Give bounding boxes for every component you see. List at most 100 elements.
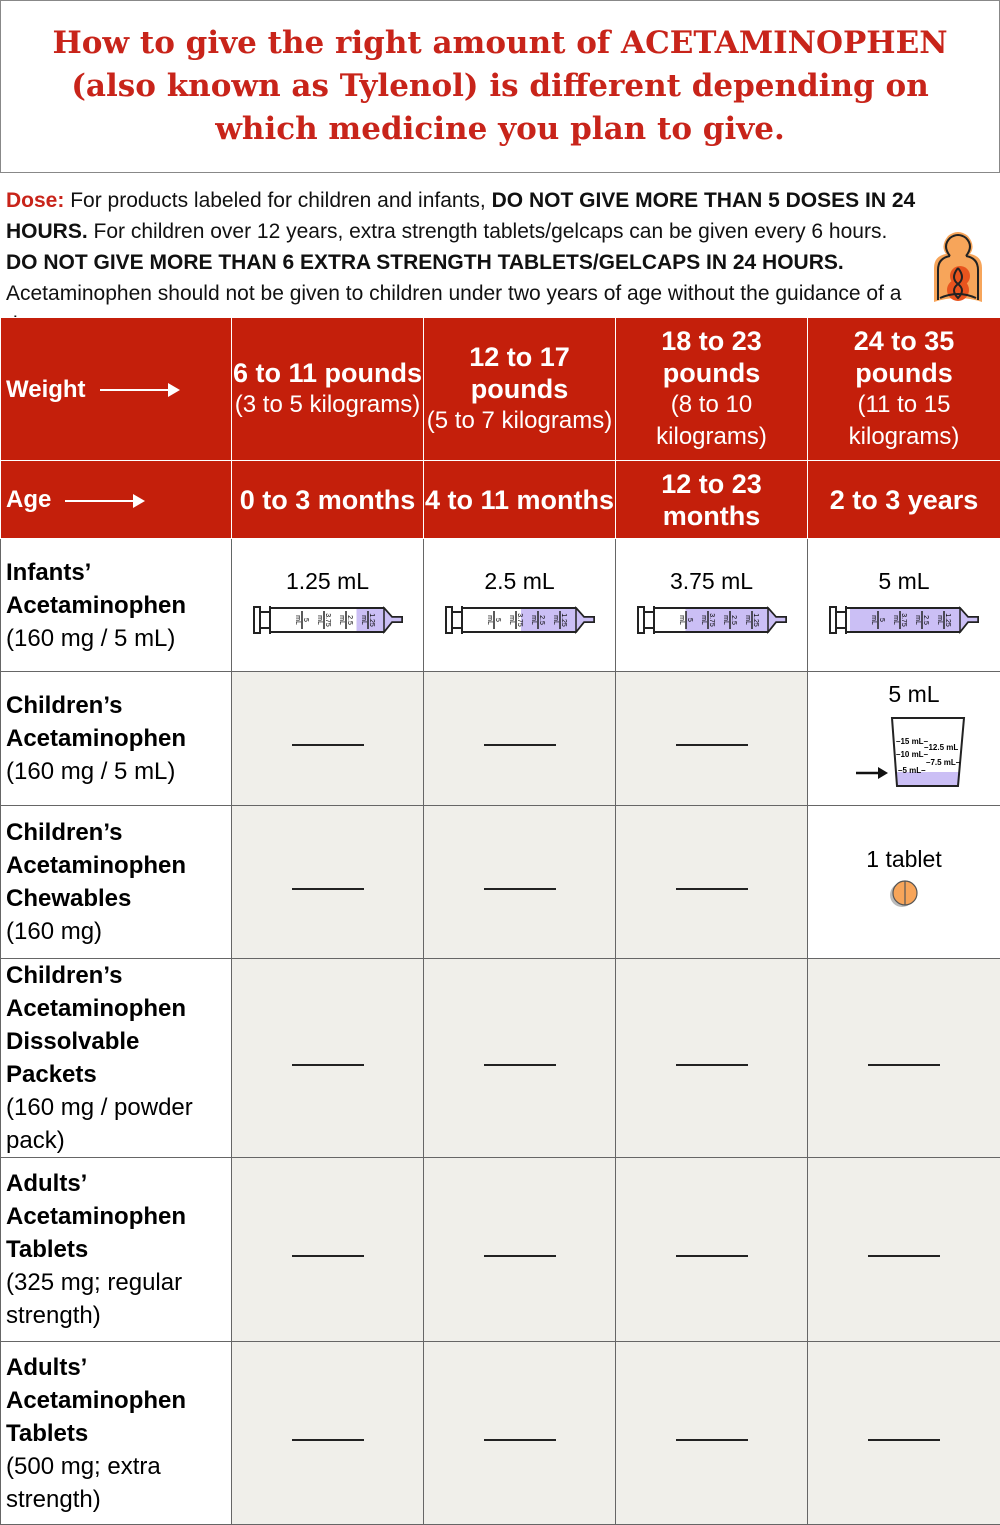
family-logo-icon xyxy=(930,228,986,304)
no-dose-cell xyxy=(808,1158,1000,1342)
weight-cell: 18 to 23 pounds(8 to 10 kilograms) xyxy=(616,318,808,461)
not-applicable-dash xyxy=(676,888,748,890)
weight-cell: 6 to 11 pounds(3 to 5 kilograms) xyxy=(232,318,424,461)
medicine-row: Children’s Acetaminophen Chewables(160 m… xyxy=(1,806,1000,959)
age-header: Age xyxy=(1,461,232,539)
medicine-strength: (160 mg / 5 mL) xyxy=(6,758,175,785)
syringe-unit: mL xyxy=(744,615,751,625)
svg-text:–7.5 mL–: –7.5 mL– xyxy=(926,758,961,767)
not-applicable-dash xyxy=(484,888,556,890)
svg-text:–5 mL–: –5 mL– xyxy=(898,766,926,775)
not-applicable-dash xyxy=(484,744,556,746)
weight-row: Weight 6 to 11 pounds(3 to 5 kilograms)12… xyxy=(1,318,1000,461)
weight-header: Weight xyxy=(1,318,232,461)
syringe-unit: mL xyxy=(338,615,345,625)
medicine-row: Children’s Acetaminophen (160 mg / 5 mL) 5… xyxy=(1,672,1000,806)
measuring-cup-icon: –15 mL––12.5 mL–10 mL––7.5 mL––5 mL– xyxy=(854,714,974,790)
syringe-mark: 2.5 xyxy=(730,615,737,625)
not-applicable-dash xyxy=(484,1064,556,1066)
not-applicable-dash xyxy=(292,1064,364,1066)
medicine-strength: (160 mg / 5 mL) xyxy=(6,625,175,652)
dose-instructions: Dose: For products labeled for children … xyxy=(0,173,1000,317)
medicine-strength: (160 mg) xyxy=(6,918,102,945)
syringe-mark: 1.25 xyxy=(752,613,759,627)
not-applicable-dash xyxy=(292,744,364,746)
medicine-name: Children’s Acetaminophen xyxy=(6,692,186,752)
not-applicable-dash xyxy=(676,1255,748,1257)
no-dose-cell xyxy=(616,959,808,1158)
dose-cell: 5 mL –15 mL––12.5 mL–10 mL––7.5 mL––5 mL… xyxy=(808,672,1000,806)
syringe-mark: 5 xyxy=(686,618,693,622)
syringe-mark: 5 xyxy=(302,618,309,622)
medicine-name: Children’s Acetaminophen Dissolvable Pac… xyxy=(6,962,186,1088)
syringe-unit: mL xyxy=(486,615,493,625)
syringe-mark: 2.5 xyxy=(346,615,353,625)
no-dose-cell xyxy=(232,1342,424,1525)
medicine-name-cell: Children’s Acetaminophen Chewables(160 m… xyxy=(1,806,232,959)
dose-cell: 1 tablet xyxy=(808,806,1000,959)
syringe-unit: mL xyxy=(530,615,537,625)
medicine-name-cell: Adults’ Acetaminophen Tablets(500 mg; ex… xyxy=(1,1342,232,1525)
not-applicable-dash xyxy=(292,888,364,890)
medicine-name-cell: Children’s Acetaminophen Dissolvable Pac… xyxy=(1,959,232,1158)
medicine-row: Adults’ Acetaminophen Tablets(500 mg; ex… xyxy=(1,1342,1000,1525)
medicine-name: Adults’ Acetaminophen Tablets xyxy=(6,1354,186,1447)
weight-kilograms: (11 to 15 kilograms) xyxy=(808,389,1000,453)
weight-kilograms: (8 to 10 kilograms) xyxy=(616,389,807,453)
syringe-mark: 3.75 xyxy=(708,613,715,627)
no-dose-cell xyxy=(424,1158,616,1342)
syringe-mark: 3.75 xyxy=(900,613,907,627)
age-cell: 0 to 3 months xyxy=(232,461,424,539)
syringe-unit: mL xyxy=(552,615,559,625)
medicine-row: Adults’ Acetaminophen Tablets(325 mg; re… xyxy=(1,1158,1000,1342)
syringe-mark: 2.5 xyxy=(922,615,929,625)
dose-text: For products labeled for children and in… xyxy=(64,189,491,212)
no-dose-cell xyxy=(808,959,1000,1158)
syringe-unit: mL xyxy=(892,615,899,625)
syringe-unit: mL xyxy=(914,615,921,625)
medicine-strength: (325 mg; regular strength) xyxy=(6,1269,182,1329)
age-label: Age xyxy=(6,486,51,513)
not-applicable-dash xyxy=(868,1064,940,1066)
no-dose-cell xyxy=(232,806,424,959)
medicine-row: Infants’ Acetaminophen (160 mg / 5 mL) 1.2… xyxy=(1,539,1000,672)
weight-label: Weight xyxy=(6,376,86,403)
arrow-right-icon xyxy=(100,389,178,391)
medicine-name-cell: Children’s Acetaminophen (160 mg / 5 mL) xyxy=(1,672,232,806)
syringe-unit: mL xyxy=(316,615,323,625)
not-applicable-dash xyxy=(676,1439,748,1441)
syringe-unit: mL xyxy=(360,615,367,625)
not-applicable-dash xyxy=(676,744,748,746)
medicine-name: Infants’ Acetaminophen xyxy=(6,559,186,619)
not-applicable-dash xyxy=(676,1064,748,1066)
medicine-row: Children’s Acetaminophen Dissolvable Pac… xyxy=(1,959,1000,1158)
no-dose-cell xyxy=(616,1158,808,1342)
syringe-mark: 2.5 xyxy=(538,615,545,625)
syringe-unit: mL xyxy=(678,615,685,625)
dose-amount: 1 tablet xyxy=(808,846,1000,873)
syringe-unit: mL xyxy=(294,615,301,625)
weight-pounds: 12 to 17 pounds xyxy=(424,341,615,405)
weight-kilograms: (3 to 5 kilograms) xyxy=(232,389,423,421)
weight-pounds: 24 to 35 pounds xyxy=(808,325,1000,389)
dose-amount: 5 mL xyxy=(808,568,1000,595)
no-dose-cell xyxy=(424,1342,616,1525)
weight-pounds: 18 to 23 pounds xyxy=(616,325,807,389)
age-cell: 12 to 23 months xyxy=(616,461,808,539)
syringe-unit: mL xyxy=(936,615,943,625)
no-dose-cell xyxy=(424,672,616,806)
age-cell: 2 to 3 years xyxy=(808,461,1000,539)
svg-text:–12.5 mL: –12.5 mL xyxy=(924,743,958,752)
no-dose-cell xyxy=(232,672,424,806)
syringe-mark: 5 xyxy=(878,618,885,622)
dose-amount: 2.5 mL xyxy=(424,568,615,595)
dose-text: For children over 12 years, extra streng… xyxy=(88,220,888,243)
weight-pounds: 6 to 11 pounds xyxy=(232,357,423,389)
medicine-name-cell: Infants’ Acetaminophen (160 mg / 5 mL) xyxy=(1,539,232,672)
dose-amount: 5 mL xyxy=(828,681,1000,708)
